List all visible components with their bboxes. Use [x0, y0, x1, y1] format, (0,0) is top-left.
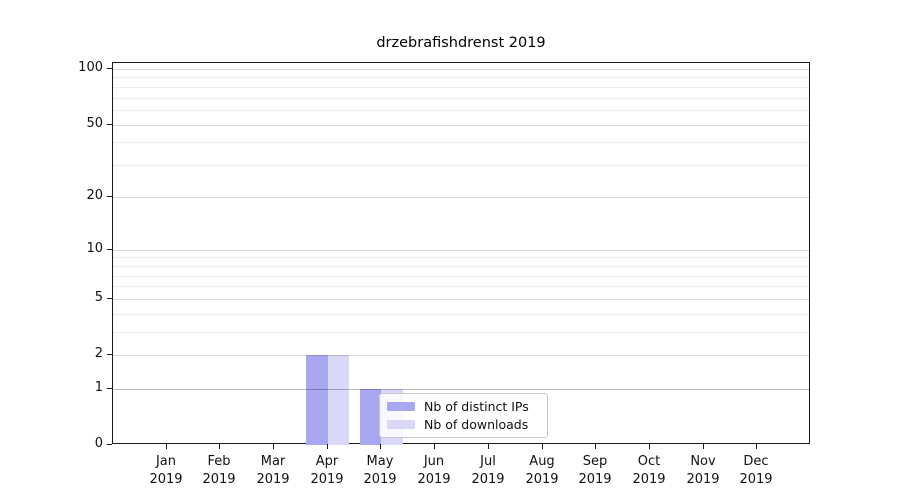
y-tick-label: 100	[78, 60, 103, 75]
minor-gridline	[113, 266, 809, 267]
minor-gridline	[113, 87, 809, 88]
minor-gridline	[113, 257, 809, 258]
minor-gridline	[113, 110, 809, 111]
x-tick-label: Mar 2019	[256, 454, 290, 487]
chart-title: drzebrafishdrenst 2019	[376, 35, 546, 51]
y-tick-label: 10	[86, 241, 103, 256]
plot-area: Nb of distinct IPs Nb of downloads	[112, 62, 810, 445]
x-tick-mark	[380, 444, 381, 449]
minor-gridline	[113, 98, 809, 99]
x-tick-mark	[595, 444, 596, 449]
minor-gridline	[113, 142, 809, 143]
bar-apr-distinct-ips	[306, 355, 328, 445]
x-tick-label: Sep 2019	[578, 454, 612, 487]
legend-label-downloads: Nb of downloads	[424, 416, 529, 432]
major-gridline	[113, 197, 809, 198]
minor-gridline	[113, 314, 809, 315]
x-tick-label: Oct 2019	[632, 454, 666, 487]
y-tick-label: 0	[94, 436, 103, 451]
y-tick-mark	[107, 196, 112, 197]
major-gridline	[113, 389, 809, 390]
legend-swatch-downloads-icon	[387, 419, 415, 429]
x-tick-label: Aug 2019	[525, 454, 559, 487]
x-tick-mark	[542, 444, 543, 449]
bar-apr-downloads	[327, 355, 350, 445]
x-tick-mark	[273, 444, 274, 449]
y-tick-mark	[107, 249, 112, 250]
x-tick-label: Feb 2019	[202, 454, 236, 487]
x-tick-mark	[434, 444, 435, 449]
x-tick-mark	[327, 444, 328, 449]
legend: Nb of distinct IPs Nb of downloads	[379, 393, 548, 438]
major-gridline	[113, 125, 809, 126]
x-tick-mark	[166, 444, 167, 449]
x-tick-mark	[703, 444, 704, 449]
x-tick-mark	[219, 444, 220, 449]
minor-gridline	[113, 77, 809, 78]
x-tick-mark	[488, 444, 489, 449]
y-tick-label: 5	[94, 290, 103, 305]
minor-gridline	[113, 276, 809, 277]
bar-may-distinct-ips	[359, 388, 382, 445]
x-tick-label: Apr 2019	[310, 454, 344, 487]
y-tick-mark	[107, 298, 112, 299]
legend-swatch-distinct-ips-icon	[387, 402, 415, 412]
y-tick-label: 1	[94, 380, 103, 395]
y-tick-label: 2	[94, 346, 103, 361]
x-tick-label: Jul 2019	[471, 454, 505, 487]
legend-label-distinct-ips: Nb of distinct IPs	[424, 399, 529, 415]
y-tick-mark	[107, 444, 112, 445]
y-tick-mark	[107, 388, 112, 389]
y-tick-mark	[107, 354, 112, 355]
y-tick-mark	[107, 124, 112, 125]
major-gridline	[113, 69, 809, 70]
legend-entry-downloads: Nb of downloads	[387, 417, 540, 432]
legend-entry-distinct-ips: Nb of distinct IPs	[387, 399, 540, 414]
x-tick-label: Jan 2019	[149, 454, 183, 487]
major-gridline	[113, 355, 809, 356]
minor-gridline	[113, 165, 809, 166]
minor-gridline	[113, 332, 809, 333]
x-tick-label: Jun 2019	[417, 454, 451, 487]
y-tick-label: 20	[86, 188, 103, 203]
minor-gridline	[113, 286, 809, 287]
x-tick-mark	[649, 444, 650, 449]
x-tick-label: May 2019	[363, 454, 397, 487]
y-tick-mark	[107, 68, 112, 69]
x-tick-mark	[756, 444, 757, 449]
x-tick-label: Dec 2019	[739, 454, 773, 487]
x-tick-label: Nov 2019	[686, 454, 720, 487]
y-tick-label: 50	[86, 116, 103, 131]
major-gridline	[113, 299, 809, 300]
major-gridline	[113, 250, 809, 251]
grid-layer	[113, 63, 809, 443]
